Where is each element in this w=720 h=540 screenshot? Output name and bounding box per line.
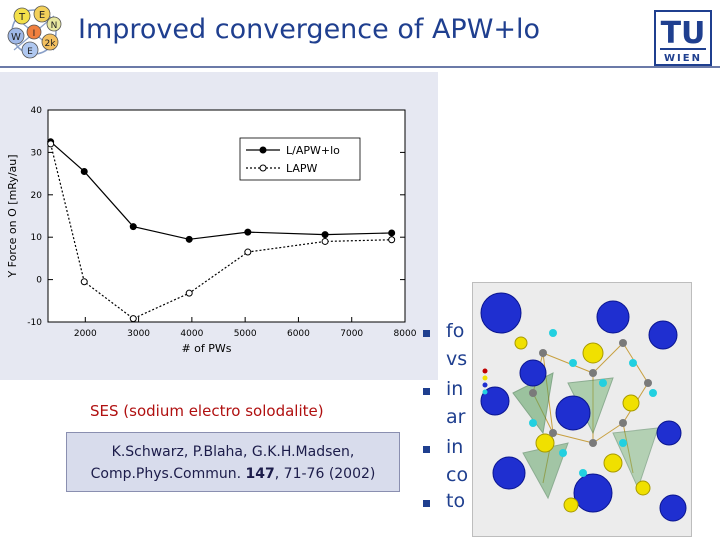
ses-caption: SES (sodium electro solodalite) [90, 402, 324, 420]
y-tick-label: 20 [31, 191, 43, 201]
tu-wien-logo: TU WIEN [654, 10, 712, 66]
x-tick-label: 5000 [234, 329, 257, 339]
bullet-marker [423, 500, 430, 507]
y-tick-label: 0 [36, 276, 42, 286]
logo-letter: E [39, 10, 45, 21]
y-tick-label: -10 [27, 318, 42, 328]
data-point-series-2 [80, 278, 88, 286]
bullet-marker [423, 388, 430, 395]
data-point-series-2 [244, 248, 252, 256]
header-rule [0, 66, 720, 68]
x-axis-label: # of PWs [181, 342, 231, 355]
data-point-series-1 [388, 229, 396, 237]
bullet-marker [423, 330, 430, 337]
bullet-text: in [446, 436, 464, 458]
x-tick-label: 4000 [180, 329, 203, 339]
x-tick-label: 8000 [394, 329, 417, 339]
x-tick-label: 2000 [74, 329, 97, 339]
bullet-list: fo vs in ar in co to [420, 318, 720, 528]
data-point-series-2 [47, 140, 55, 148]
x-tick-label: 7000 [340, 329, 363, 339]
y-axis-label: Y Force on O [mRy/au] [6, 154, 19, 278]
logo-tu-text: TU [661, 16, 706, 51]
logo-letter: 2k [45, 39, 57, 49]
legend-marker [259, 164, 267, 172]
logo-wien-text: WIEN [664, 53, 702, 64]
data-point-series-1 [129, 223, 137, 231]
crystal-structure-image [472, 282, 692, 537]
citation-journal-name: Comp.Phys.Commun. [90, 466, 246, 482]
legend-label: L/APW+lo [286, 144, 340, 157]
slide-title: Improved convergence of APW+lo [78, 14, 541, 45]
bullet-text: ar [446, 406, 466, 428]
legend-label: LAPW [286, 162, 318, 175]
data-point-series-2 [185, 289, 193, 297]
chart-panel: -10 0 10 20 30 40 2000 3000 4000 5000 6000 7000 8000… [0, 72, 438, 380]
force-convergence-chart: -10 0 10 20 30 40 2000 3000 4000 5000 6000 7000 8000… [6, 106, 417, 355]
x-tick-label: 6000 [287, 329, 310, 339]
x-tick-label: 3000 [127, 329, 150, 339]
bullet-text: co [446, 464, 469, 486]
logo-letter: N [51, 21, 58, 31]
legend-marker [259, 146, 267, 154]
bullet-marker [423, 446, 430, 453]
bullet-text: to [446, 490, 466, 512]
bullet-text: in [446, 378, 464, 400]
citation-authors: K.Schwarz, P.Blaha, G.K.H.Madsen, [111, 444, 355, 460]
logo-letter: E [27, 47, 33, 57]
logo-letter: T [18, 12, 26, 23]
citation-box: K.Schwarz, P.Blaha, G.K.H.Madsen, Comp.P… [66, 432, 400, 492]
citation-pages-year: , 71-76 (2002) [274, 466, 376, 482]
data-point-series-1 [321, 231, 329, 239]
data-point-series-2 [388, 236, 396, 244]
citation-journal: Comp.Phys.Commun. 147, 71-76 (2002) [67, 463, 399, 485]
logo-letter: I [33, 29, 36, 39]
data-point-series-1 [185, 235, 193, 243]
bullet-text: vs [446, 348, 468, 370]
data-point-series-1 [244, 228, 252, 236]
logo-letter: W [11, 32, 21, 43]
y-tick-label: 30 [31, 148, 43, 158]
data-point-series-2 [321, 237, 329, 245]
data-point-series-1 [80, 167, 88, 175]
data-point-series-2 [129, 315, 137, 323]
wien2k-logo: T E N W 2k I E [4, 2, 64, 62]
y-tick-label: 40 [31, 106, 43, 116]
y-tick-label: 10 [31, 233, 43, 243]
citation-volume: 147 [245, 466, 275, 482]
bullet-text: fo [446, 320, 465, 342]
legend-box [239, 137, 361, 181]
